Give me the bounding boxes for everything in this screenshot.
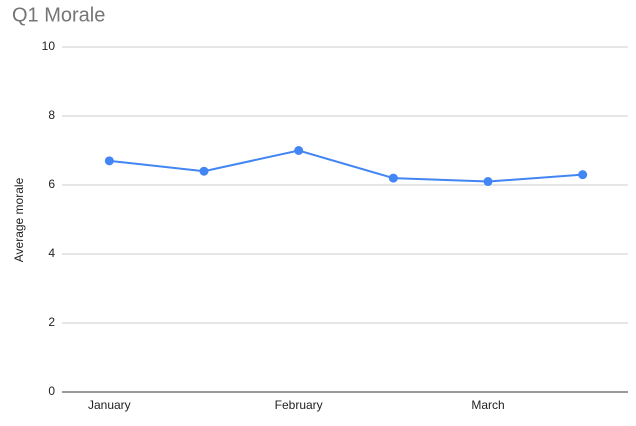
y-tick-label: 10 [42,39,56,53]
y-axis-label: Average morale [12,177,26,262]
y-tick-label: 4 [48,246,55,260]
x-tick-label: March [471,398,504,412]
y-tick-label: 6 [48,177,55,191]
point [483,177,493,187]
point [199,166,209,176]
point [294,146,304,155]
y-tick-label: 0 [48,384,55,398]
x-tick-label: February [275,398,323,412]
y-tick-label: 8 [48,108,55,122]
x-tick-label: January [88,398,131,412]
point [388,173,398,183]
line [109,149,583,183]
point [104,156,114,166]
point [578,170,588,180]
chart-title: Q1 Morale [12,4,105,26]
y-tick-label: 2 [48,315,55,329]
